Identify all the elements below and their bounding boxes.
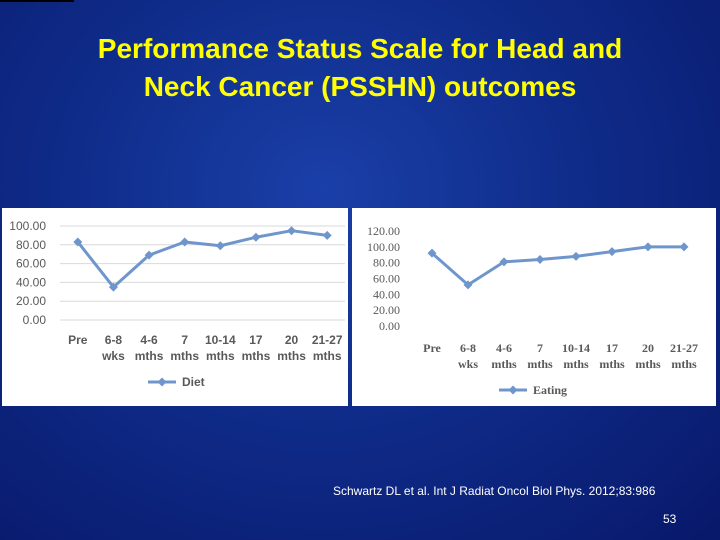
data-point (215, 241, 225, 251)
legend-label: Eating (533, 383, 567, 397)
data-point (180, 237, 190, 247)
data-point (535, 255, 545, 264)
data-point (251, 232, 261, 242)
x-tick-label: 10-14 (205, 333, 236, 347)
y-tick-label: 80.00 (16, 238, 46, 252)
x-tick-label: wks (101, 349, 125, 363)
x-tick-label: 7 (537, 341, 543, 355)
x-tick-label: 20 (642, 341, 654, 355)
x-tick-label: mths (170, 349, 199, 363)
x-tick-label: 10-14 (562, 341, 590, 355)
y-tick-label: 40.00 (16, 275, 46, 289)
data-point (108, 282, 118, 292)
legend-swatch-marker (157, 377, 167, 387)
y-tick-label: 20.00 (16, 294, 46, 308)
slide-title: Performance Status Scale for Head and Ne… (20, 30, 700, 106)
x-tick-label: mths (491, 357, 517, 371)
x-tick-label: mths (277, 349, 306, 363)
x-tick-label: mths (671, 357, 697, 371)
eating-chart-panel: 120.00 100.00 80.00 60.00 40.00 20.00 0.00 Pre 6… (352, 208, 716, 406)
x-tick-label: mths (563, 357, 589, 371)
x-tick-label: Pre (68, 333, 88, 347)
x-tick-label: mths (206, 349, 235, 363)
x-tick-label: mths (313, 349, 342, 363)
data-point (571, 251, 581, 261)
x-tick-label: mths (635, 357, 661, 371)
citation: Schwartz DL et al. Int J Radiat Oncol Bi… (333, 484, 656, 498)
y-tick-label: 100.00 (9, 219, 46, 233)
diet-chart: 100.00 80.00 60.00 40.00 20.00 0.00 Pre 6-8 wks 4… (9, 219, 345, 389)
data-point (643, 242, 653, 252)
legend-label: Diet (182, 375, 205, 389)
x-tick-label: 7 (181, 333, 188, 347)
y-tick-label: 60.00 (16, 257, 46, 271)
x-tick-label: mths (135, 349, 164, 363)
diet-chart-panel: 100.00 80.00 60.00 40.00 20.00 0.00 Pre 6-8 wks 4… (2, 208, 348, 406)
y-tick-label: 120.00 (367, 224, 400, 238)
x-tick-label: mths (242, 349, 271, 363)
y-tick-label: 0.00 (379, 319, 400, 333)
y-tick-label: 40.00 (373, 287, 400, 301)
data-point (287, 226, 297, 236)
series-line (431, 245, 684, 287)
x-tick-label: mths (599, 357, 625, 371)
data-point (322, 230, 332, 240)
corner-rule (0, 0, 74, 2)
x-tick-label: 21-27 (312, 333, 343, 347)
data-point (427, 248, 437, 258)
page-number: 53 (663, 512, 677, 526)
data-point (144, 250, 154, 260)
data-point (679, 242, 689, 252)
data-point (499, 257, 509, 267)
y-tick-label: 20.00 (373, 303, 400, 317)
data-point (73, 237, 83, 247)
x-tick-label: 20 (285, 333, 299, 347)
x-tick-label: wks (458, 357, 478, 371)
series-line (76, 229, 328, 289)
x-tick-label: 17 (249, 333, 263, 347)
x-tick-label: 4-6 (496, 341, 512, 355)
x-tick-label: Pre (423, 341, 441, 355)
x-tick-label: 6-8 (105, 333, 123, 347)
y-tick-label: 100.00 (367, 240, 400, 254)
slide-title-line-1: Performance Status Scale for Head and (97, 33, 623, 64)
data-point (463, 280, 473, 290)
legend-swatch-marker (508, 385, 518, 395)
y-tick-label: 0.00 (23, 313, 47, 327)
slide-title-line-2: Neck Cancer (PSSHN) outcomes (143, 71, 577, 102)
x-tick-label: 6-8 (460, 341, 476, 355)
y-tick-label: 80.00 (373, 256, 400, 270)
x-tick-label: 21-27 (670, 341, 698, 355)
y-tick-label: 60.00 (373, 272, 400, 286)
x-tick-label: 4-6 (140, 333, 158, 347)
x-tick-label: mths (527, 357, 553, 371)
data-point (607, 247, 617, 257)
x-tick-label: 17 (606, 341, 618, 355)
